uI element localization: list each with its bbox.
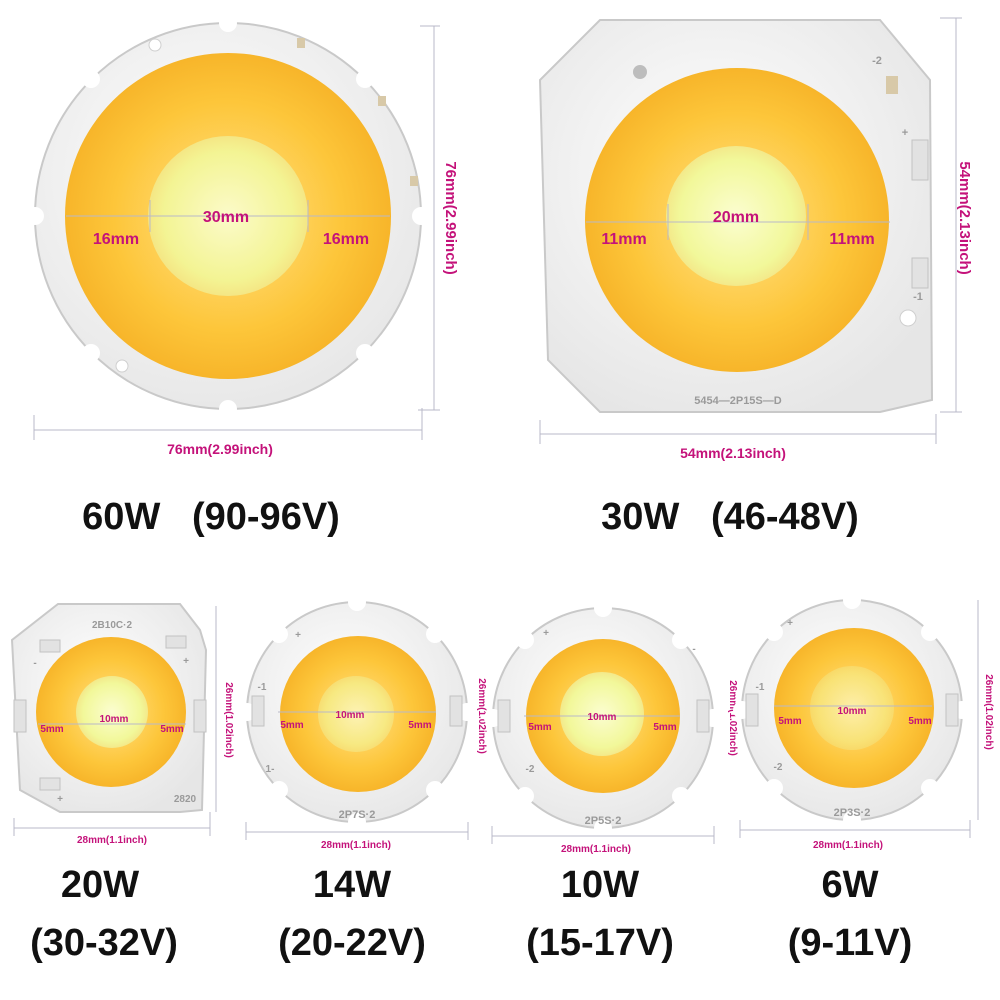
cob-board-14w: 2P7S·2 + -1 1- 10mm 5mm 5mm 28mm(1.1inch… (238, 593, 487, 964)
svg-text:-1: -1 (913, 291, 923, 303)
caption-6w-watt: 6W (822, 864, 879, 906)
width-dimension: 28mm(1.1inch) (813, 840, 883, 851)
height-dimension: 26mm(1.02inch) (476, 678, 487, 754)
cob-board-20w: 2B10C·2 2820 - + + 10mm 5mm 5mm 28mm(1.1… (10, 603, 234, 964)
right-dimension: 11mm (829, 231, 874, 248)
svg-text:+: + (543, 628, 549, 639)
right-dimension: 16mm (323, 231, 369, 248)
caption-10w-watt: 10W (561, 864, 639, 906)
height-dimension: 26mm(1.02inch) (727, 680, 738, 756)
width-dimension: 28mm(1.1inch) (321, 840, 391, 851)
svg-text:-: - (692, 644, 695, 655)
width-dimension: 28mm(1.1inch) (561, 844, 631, 855)
led-core (810, 666, 894, 750)
svg-text:-1: -1 (756, 682, 765, 693)
center-dimension: 30mm (203, 209, 249, 226)
pcb-marking: 5454—2P15S—D (694, 395, 781, 407)
led-core (560, 672, 644, 756)
led-core (666, 146, 806, 286)
pcb-marking: 2P7S·2 (339, 809, 376, 821)
svg-text:-2: -2 (526, 764, 535, 775)
svg-text:-2: -2 (774, 762, 783, 773)
cob-board-60w: 30mm 16mm 16mm 76mm(2.99inch) 76mm(2.99i… (26, 14, 459, 538)
center-dimension: 10mm (838, 706, 867, 717)
left-dimension: 5mm (280, 720, 303, 731)
right-dimension: 5mm (408, 720, 431, 731)
svg-text:+: + (295, 630, 301, 641)
left-dimension: 5mm (778, 716, 801, 727)
left-dimension: 5mm (40, 724, 63, 735)
caption-20w-volt: (30-32V) (30, 922, 178, 964)
width-dimension: 28mm(1.1inch) (77, 835, 147, 846)
svg-text:-2: -2 (872, 55, 882, 67)
svg-text:+: + (902, 127, 908, 139)
caption-10w-volt: (15-17V) (526, 922, 674, 964)
height-dimension: 26mm(1.02inch) (983, 674, 994, 750)
center-dimension: 10mm (100, 714, 129, 725)
svg-text:+: + (57, 794, 63, 805)
caption-30w: 30W (46-48V) (601, 496, 859, 538)
led-core (76, 676, 148, 748)
pcb-marking: 2P5S·2 (585, 815, 622, 827)
left-dimension: 5mm (528, 722, 551, 733)
height-dimension: 26mm(1.02inch) (223, 682, 234, 758)
caption-14w-volt: (20-22V) (278, 922, 426, 964)
right-dimension: 5mm (160, 724, 183, 735)
pcb-marking: 2P3S·2 (834, 807, 871, 819)
width-dimension: 54mm(2.13inch) (680, 445, 786, 461)
svg-text:+: + (787, 618, 793, 629)
center-dimension: 10mm (588, 712, 617, 723)
svg-text:+: + (183, 656, 189, 667)
caption-60w: 60W (90-96V) (82, 496, 340, 538)
left-dimension: 16mm (93, 231, 139, 248)
svg-text:-: - (33, 658, 36, 669)
caption-20w-watt: 20W (61, 864, 139, 906)
center-dimension: 20mm (713, 209, 759, 226)
height-dimension: 76mm(2.99inch) (442, 161, 459, 274)
center-dimension: 10mm (336, 710, 365, 721)
left-dimension: 11mm (601, 231, 646, 248)
svg-text:1-: 1- (266, 764, 275, 775)
caption-14w-watt: 14W (313, 864, 391, 906)
cob-board-6w: 2P3S·2 + -1 -2 10mm 5mm 5mm 28mm(1.1inch… (733, 591, 994, 964)
pcb-marking: 2B10C·2 (92, 620, 132, 631)
right-dimension: 5mm (908, 716, 931, 727)
height-dimension: 54mm(2.13inch) (956, 161, 973, 274)
right-dimension: 5mm (653, 722, 676, 733)
svg-text:-1: -1 (258, 682, 267, 693)
cob-board-10w: 2P5S·2 + -2 - 10mm 5mm 5mm 28mm(1.1inch)… (484, 599, 738, 964)
caption-6w-volt: (9-11V) (788, 922, 913, 964)
width-dimension: 76mm(2.99inch) (167, 441, 273, 457)
pcb-marking-2: 2820 (174, 794, 197, 805)
cob-board-30w: + -2 -1 5454—2P15S—D 20mm 11mm 11mm 54mm… (538, 17, 973, 538)
led-core (318, 676, 394, 752)
